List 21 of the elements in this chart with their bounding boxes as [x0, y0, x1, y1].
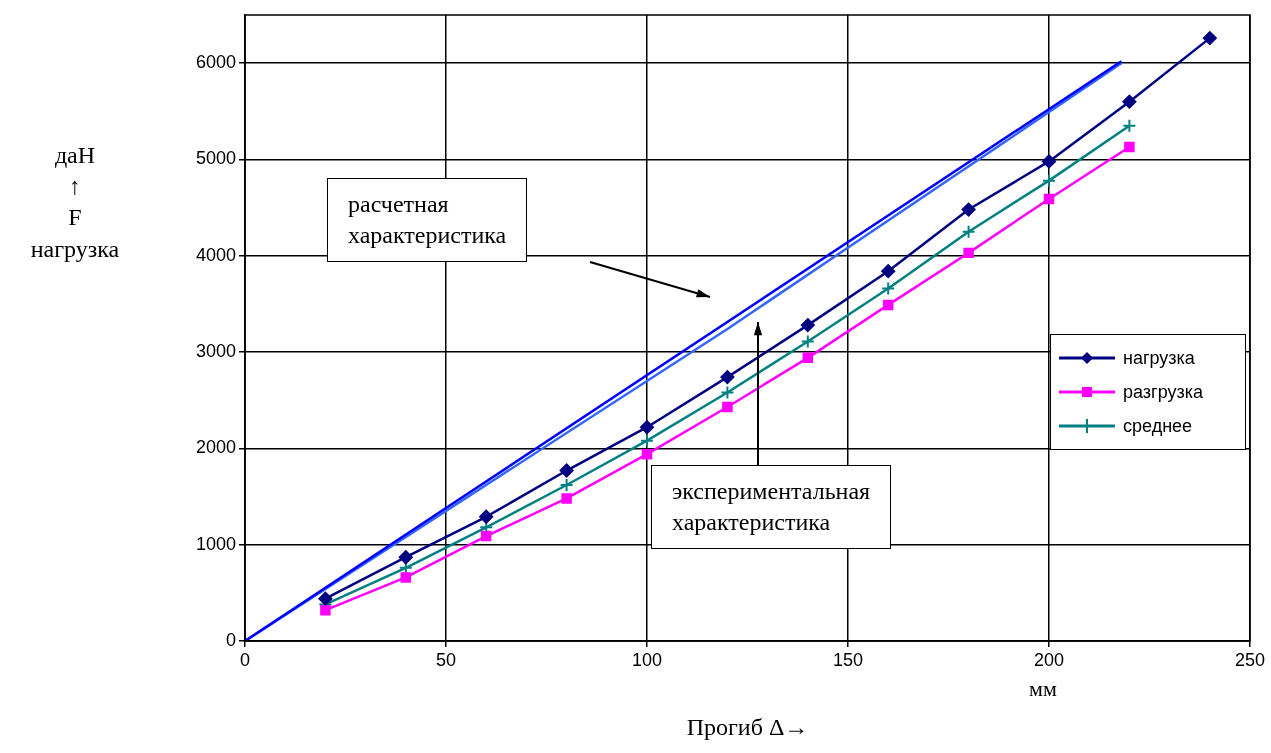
y-tick-label: 2000: [195, 437, 236, 458]
annotation: расчетная характеристика: [327, 178, 528, 263]
x-axis-title: Прогиб Δ→: [685, 713, 810, 742]
y-tick-label: 3000: [195, 341, 236, 362]
x-tick-label: 0: [239, 649, 251, 670]
y-tick-label: 1000: [195, 533, 236, 554]
y-tick-label: 5000: [195, 148, 236, 169]
annotation: экспериментальная характеристика: [651, 465, 892, 550]
y-axis-title: даН ↑ F нагрузка: [29, 141, 121, 264]
y-tick-label: 6000: [195, 52, 236, 73]
x-tick-label: 250: [1234, 649, 1266, 670]
x-tick-label: 200: [1033, 649, 1065, 670]
legend-label: нагрузка: [1123, 347, 1195, 369]
x-tick-label: 100: [631, 649, 663, 670]
y-tick-label: 4000: [195, 244, 236, 265]
x-tick-label: 50: [435, 649, 457, 670]
y-tick-label: 0: [225, 629, 236, 650]
legend-label: среднее: [1123, 415, 1193, 437]
legend-label: разгрузка: [1123, 381, 1203, 403]
x-tick-label: 150: [832, 649, 864, 670]
text: мм: [1029, 675, 1057, 703]
